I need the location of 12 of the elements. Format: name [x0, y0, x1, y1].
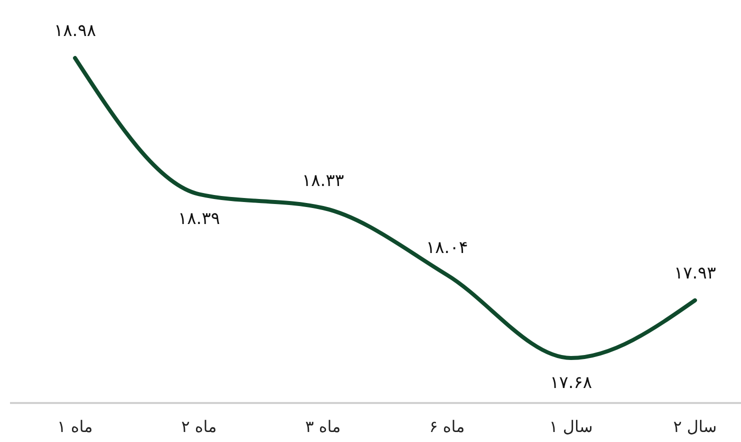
x-tick-label: ماه ۲ [181, 417, 217, 436]
data-label: ۱۸.۰۴ [426, 238, 468, 258]
x-tick-label: ماه ۱ [57, 417, 93, 436]
data-label: ۱۷.۶۸ [550, 373, 592, 393]
data-label: ۱۸.۳۹ [178, 209, 220, 230]
x-tick-label: سال ۲ [673, 417, 717, 436]
x-tick-label: ماه ۶ [429, 417, 465, 436]
x-tick-label: سال ۱ [549, 417, 593, 436]
data-label: ۱۸.۹۸ [54, 21, 96, 41]
data-label: ۱۷.۹۳ [674, 263, 716, 284]
x-tick-label: ماه ۳ [305, 417, 341, 436]
data-label: ۱۸.۳۳ [302, 171, 344, 191]
